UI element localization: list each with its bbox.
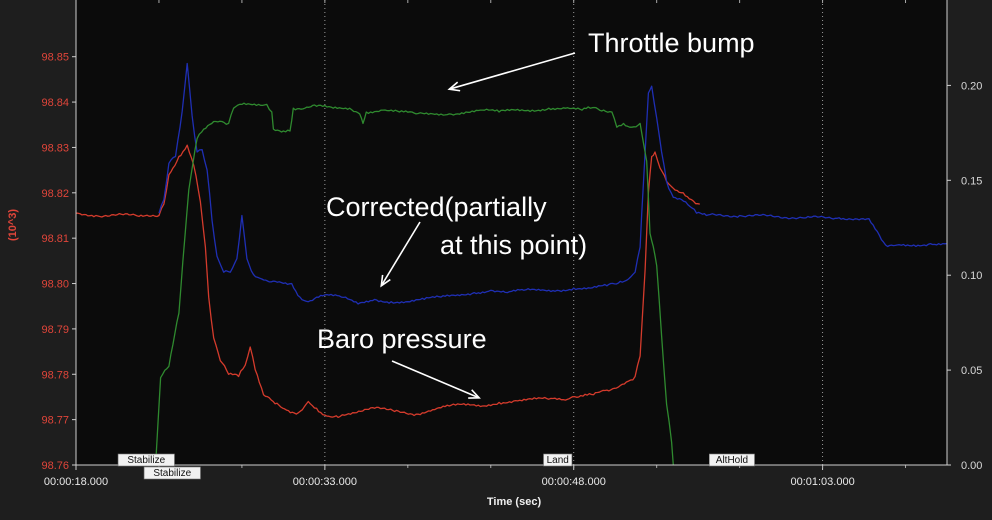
annotation-text: at this point) <box>440 230 587 260</box>
axes-layer: 00:00:18.000 00:00:33.000 00:00:48.000 00:0… <box>41 0 982 488</box>
plot-background <box>76 0 947 465</box>
annotation-arrowhead <box>468 389 481 399</box>
annotation-text: Baro pressure <box>317 324 487 354</box>
mode-marker-label: Stabilize <box>153 468 191 479</box>
mode-marker-box <box>709 453 755 467</box>
y-right-tick-label: 0.15 <box>961 175 982 187</box>
series-layer <box>76 62 948 466</box>
mode-marker-label: AltHold <box>716 455 748 466</box>
series-line-1 <box>76 144 700 419</box>
y-left-tick-label: 98.76 <box>41 460 69 472</box>
series-line-2 <box>158 62 948 305</box>
mode-marker-box <box>143 466 201 480</box>
mode-marker-layer: Stabilize Stabilize Land AltHold <box>117 453 755 480</box>
mode-marker-box <box>543 453 573 467</box>
y-left-tick-label: 98.79 <box>41 324 69 336</box>
y-right-tick-label: 0.10 <box>961 270 982 282</box>
y-left-tick-label: 98.85 <box>41 52 69 64</box>
x-tick-label: 00:00:18.000 <box>44 476 108 488</box>
y-right-tick-label: 0.00 <box>961 460 982 472</box>
annotation-text: Throttle bump <box>588 28 755 58</box>
y-left-tick-label: 98.80 <box>41 279 69 291</box>
y-left-tick-label: 98.81 <box>41 233 69 245</box>
annotation-arrow <box>380 221 421 287</box>
y-left-tick-label: 98.77 <box>41 415 69 427</box>
y-left-tick-label: 98.82 <box>41 188 69 200</box>
y-axis-left-title: (10^3) <box>7 209 19 241</box>
y-left-tick-label: 98.83 <box>41 142 69 154</box>
mode-marker-label: Stabilize <box>127 455 165 466</box>
x-tick-label: 00:01:03.000 <box>790 476 854 488</box>
x-tick-label: 00:00:48.000 <box>542 476 606 488</box>
mode-marker-label: Land <box>547 455 569 466</box>
annotation-text: Corrected(partially <box>326 192 547 222</box>
annotation-arrow <box>449 52 576 90</box>
annotation-arrow <box>391 360 480 399</box>
y-left-tick-label: 98.78 <box>41 369 69 381</box>
annotation-arrowhead <box>447 81 461 92</box>
mode-marker-box <box>117 453 175 467</box>
y-right-tick-label: 0.05 <box>961 365 982 377</box>
y-left-tick-label: 98.84 <box>41 97 69 109</box>
annotation-arrowhead <box>380 274 391 288</box>
x-tick-label: 00:00:33.000 <box>293 476 357 488</box>
annotation-layer: Throttle bump Corrected(partially at this … <box>317 28 755 399</box>
series-line-3 <box>154 102 674 466</box>
y-right-tick-label: 0.20 <box>961 80 982 92</box>
x-axis-title: Time (sec) <box>487 496 542 508</box>
